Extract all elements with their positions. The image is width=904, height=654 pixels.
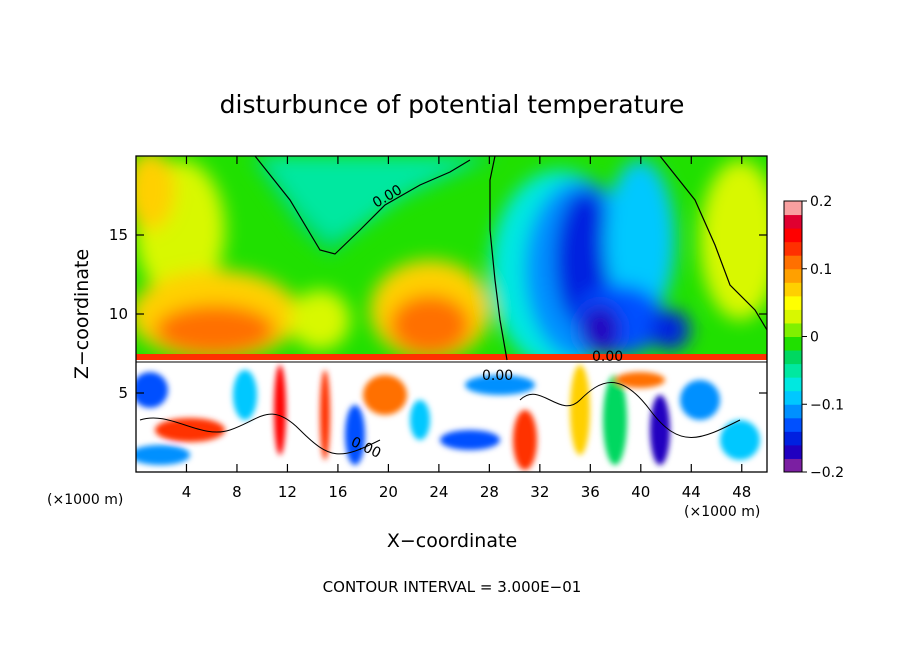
x-tick-label: 20 — [379, 483, 398, 501]
chart-title: disturbunce of potential temperature — [220, 90, 685, 119]
colorbar-tick-label: 0.1 — [810, 262, 832, 278]
colorbar-tick-label: 0.2 — [810, 194, 832, 210]
x-tick-label: 12 — [278, 483, 297, 501]
colorbar: 0.2 0.1 0 −0.1 −0.2 — [783, 194, 844, 481]
x-axis-label: X−coordinate — [387, 530, 517, 552]
x-unit-label-right: (×1000 m) — [684, 504, 760, 520]
y-axis: 5 10 15 — [109, 226, 767, 402]
upper-field — [136, 156, 767, 370]
colorbar-swatch — [784, 363, 802, 378]
contour-label: 0.00 — [592, 349, 623, 365]
x-tick-label: 32 — [530, 483, 549, 501]
colorbar-tick-label: 0 — [810, 330, 819, 346]
contour-label: 0.00 — [482, 368, 513, 384]
colorbar-swatch — [784, 214, 802, 229]
x-unit-label: (×1000 m) — [47, 492, 123, 508]
plot-area: 0.00 0.00 0.00 0.00 — [136, 156, 767, 472]
x-tick-label: 16 — [328, 483, 347, 501]
y-axis-label: Z−coordinate — [71, 249, 93, 379]
x-tick-label: 24 — [429, 483, 448, 501]
colorbar-tick-label: −0.2 — [810, 465, 844, 481]
colorbar-swatch — [784, 309, 802, 324]
colorbar-swatch — [784, 322, 802, 337]
colorbar-swatch — [784, 255, 802, 270]
colorbar-swatch — [784, 458, 802, 473]
colorbar-swatch — [784, 390, 802, 405]
lower-turbulent-field — [136, 358, 767, 472]
interface-band — [136, 354, 767, 360]
x-tick-label: 36 — [581, 483, 600, 501]
colorbar-swatch — [784, 228, 802, 243]
y-tick-label: 15 — [109, 226, 128, 244]
x-axis: 4 8 12 16 20 24 28 32 36 40 44 48 — [182, 156, 751, 501]
y-tick-label: 10 — [109, 305, 128, 323]
colorbar-swatch — [784, 336, 802, 351]
x-tick-label: 48 — [732, 483, 751, 501]
colorbar-swatch — [784, 444, 802, 459]
x-tick-label: 28 — [480, 483, 499, 501]
y-tick-label: 5 — [118, 384, 128, 402]
colorbar-swatch — [784, 417, 802, 432]
x-tick-label: 44 — [682, 483, 701, 501]
colorbar-swatch — [784, 431, 802, 446]
colorbar-swatch — [784, 377, 802, 392]
contour-interval-note: CONTOUR INTERVAL = 3.000E−01 — [323, 578, 582, 596]
colorbar-swatch — [784, 350, 802, 365]
colorbar-swatch — [784, 295, 802, 310]
x-tick-label: 40 — [631, 483, 650, 501]
colorbar-swatch — [784, 282, 802, 297]
colorbar-swatch — [784, 404, 802, 419]
contour-lines — [136, 156, 767, 455]
colorbar-tick-label: −0.1 — [810, 397, 844, 413]
colorbar-swatch — [784, 241, 802, 256]
x-tick-label: 8 — [232, 483, 242, 501]
x-tick-label: 4 — [182, 483, 192, 501]
colorbar-swatch — [784, 268, 802, 283]
colorbar-swatch — [784, 201, 802, 216]
